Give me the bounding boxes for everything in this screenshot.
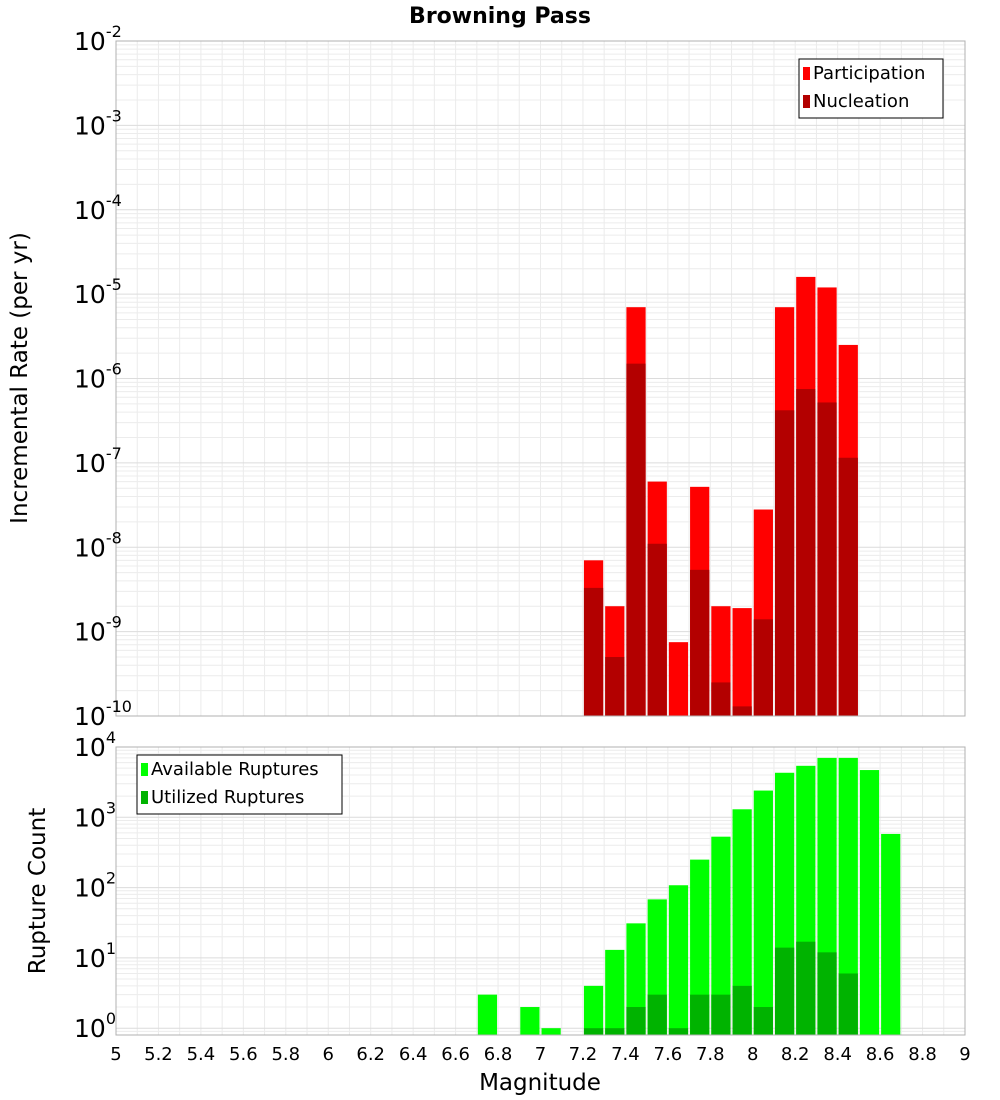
- bar-utilized-ruptures: [753, 1007, 773, 1035]
- x-tick-label: 5.2: [144, 1044, 173, 1065]
- x-tick-label: 8.4: [823, 1044, 852, 1065]
- bar-utilized-ruptures: [774, 947, 795, 1035]
- y-tick-label: 10-5: [74, 275, 122, 309]
- bars: [583, 276, 858, 716]
- bar-nucleation: [817, 402, 837, 716]
- bar-utilized-ruptures: [711, 994, 731, 1035]
- bottom-y-axis-title: Rupture Count: [25, 808, 51, 974]
- bar-nucleation: [774, 410, 795, 716]
- bar-nucleation: [647, 543, 667, 716]
- bar-utilized-ruptures: [668, 1028, 689, 1035]
- y-tick-label: 10-7: [74, 444, 122, 478]
- bar-nucleation: [753, 619, 773, 716]
- x-tick-label: 5: [110, 1044, 121, 1065]
- y-tick-label: 102: [74, 869, 116, 903]
- x-tick-label: 7: [535, 1044, 546, 1065]
- legend-box: [136, 754, 343, 815]
- bar-nucleation: [711, 682, 731, 716]
- bar-utilized-ruptures: [732, 985, 752, 1035]
- bar-available-ruptures: [881, 833, 901, 1035]
- legend-swatch: [141, 763, 148, 776]
- bar-available-ruptures: [753, 790, 773, 1035]
- x-tick-label: 5.8: [271, 1044, 300, 1065]
- bar-utilized-ruptures: [626, 1007, 646, 1035]
- bar-available-ruptures: [668, 885, 689, 1035]
- bars: [477, 757, 901, 1035]
- bar-available-ruptures: [711, 836, 731, 1035]
- x-axis-title: Magnitude: [479, 1070, 601, 1096]
- legend-box: [798, 58, 944, 119]
- x-tick-label: 6.6: [441, 1044, 470, 1065]
- bar-nucleation: [626, 363, 646, 716]
- bar-available-ruptures: [520, 1007, 540, 1035]
- x-tick-label: 8.8: [908, 1044, 937, 1065]
- x-tick-label: 8: [747, 1044, 758, 1065]
- y-tick-label: 10-4: [74, 191, 122, 225]
- x-tick-label: 6.2: [356, 1044, 385, 1065]
- x-tick-label: 6: [323, 1044, 334, 1065]
- y-tick-label: 10-8: [74, 528, 122, 562]
- bar-available-ruptures: [541, 1028, 561, 1035]
- bar-available-ruptures: [605, 949, 625, 1035]
- legend-swatch: [141, 791, 148, 804]
- plot-frame: [115, 746, 966, 1036]
- bar-utilized-ruptures: [605, 1028, 625, 1035]
- y-tick-label: 10-9: [74, 613, 122, 647]
- bar-utilized-ruptures: [838, 973, 858, 1035]
- y-tick-label: 10-10: [74, 697, 132, 731]
- legend-label: Participation: [813, 63, 925, 84]
- legend-label: Nucleation: [813, 91, 909, 112]
- legend-swatch: [803, 67, 810, 80]
- y-tick-label: 103: [74, 798, 116, 832]
- y-tick-label: 104: [74, 728, 116, 762]
- bar-nucleation: [690, 569, 710, 716]
- top-y-axis-title: Incremental Rate (per yr): [7, 232, 33, 524]
- x-tick-label: 9: [959, 1044, 970, 1065]
- rupture-count-panel: 100 101 102 103 104 5 5.2 5.4 5.6 5.8 6 6.2 6.4 6.6 6.…: [74, 728, 971, 1065]
- participation-nucleation-panel: 10-10 10-9 10-8 10-7 10-6 10-5 10-4 10-3 10-2 Par…: [74, 22, 966, 731]
- x-tick-label: 6.8: [484, 1044, 513, 1065]
- x-tick-label: 7.2: [569, 1044, 598, 1065]
- bar-available-ruptures: [690, 859, 710, 1035]
- bar-available-ruptures: [838, 757, 858, 1035]
- legend-swatch: [803, 95, 810, 108]
- legend: Available Ruptures Utilized Ruptures: [136, 754, 343, 815]
- x-tick-label: 5.4: [187, 1044, 216, 1065]
- bar-nucleation: [838, 457, 858, 716]
- chart-title: Browning Pass: [409, 4, 591, 29]
- x-tick-label: 5.6: [229, 1044, 258, 1065]
- x-tick-label: 7.4: [611, 1044, 640, 1065]
- bar-utilized-ruptures: [690, 994, 710, 1035]
- y-tick-label: 10-2: [74, 22, 122, 56]
- bar-nucleation: [605, 657, 625, 716]
- x-tick-label: 7.8: [696, 1044, 725, 1065]
- bar-nucleation: [796, 389, 816, 716]
- x-tick-label: 7.6: [654, 1044, 683, 1065]
- bar-participation: [732, 608, 752, 716]
- x-tick-label: 8.6: [866, 1044, 895, 1065]
- y-tick-label: 10-6: [74, 360, 122, 394]
- bar-utilized-ruptures: [796, 941, 816, 1035]
- y-tick-label: 10-3: [74, 106, 122, 140]
- bar-utilized-ruptures: [817, 952, 837, 1035]
- legend: Participation Nucleation: [798, 58, 944, 119]
- bar-nucleation: [583, 587, 604, 716]
- bar-nucleation: [732, 706, 752, 716]
- bar-available-ruptures: [477, 994, 498, 1035]
- bar-available-ruptures: [859, 770, 880, 1035]
- bar-available-ruptures: [583, 985, 604, 1035]
- x-tick-label: 6.4: [399, 1044, 428, 1065]
- legend-label: Utilized Ruptures: [151, 787, 304, 808]
- bar-utilized-ruptures: [583, 1028, 604, 1035]
- bar-available-ruptures: [732, 809, 752, 1035]
- bar-participation: [668, 642, 689, 716]
- legend-label: Available Ruptures: [151, 759, 319, 780]
- grid-lines: [115, 40, 966, 717]
- y-tick-label: 101: [74, 939, 116, 973]
- x-tick-label: 8.2: [781, 1044, 810, 1065]
- plot-frame: [115, 40, 966, 717]
- y-tick-label: 100: [74, 1009, 116, 1043]
- bar-utilized-ruptures: [647, 994, 667, 1035]
